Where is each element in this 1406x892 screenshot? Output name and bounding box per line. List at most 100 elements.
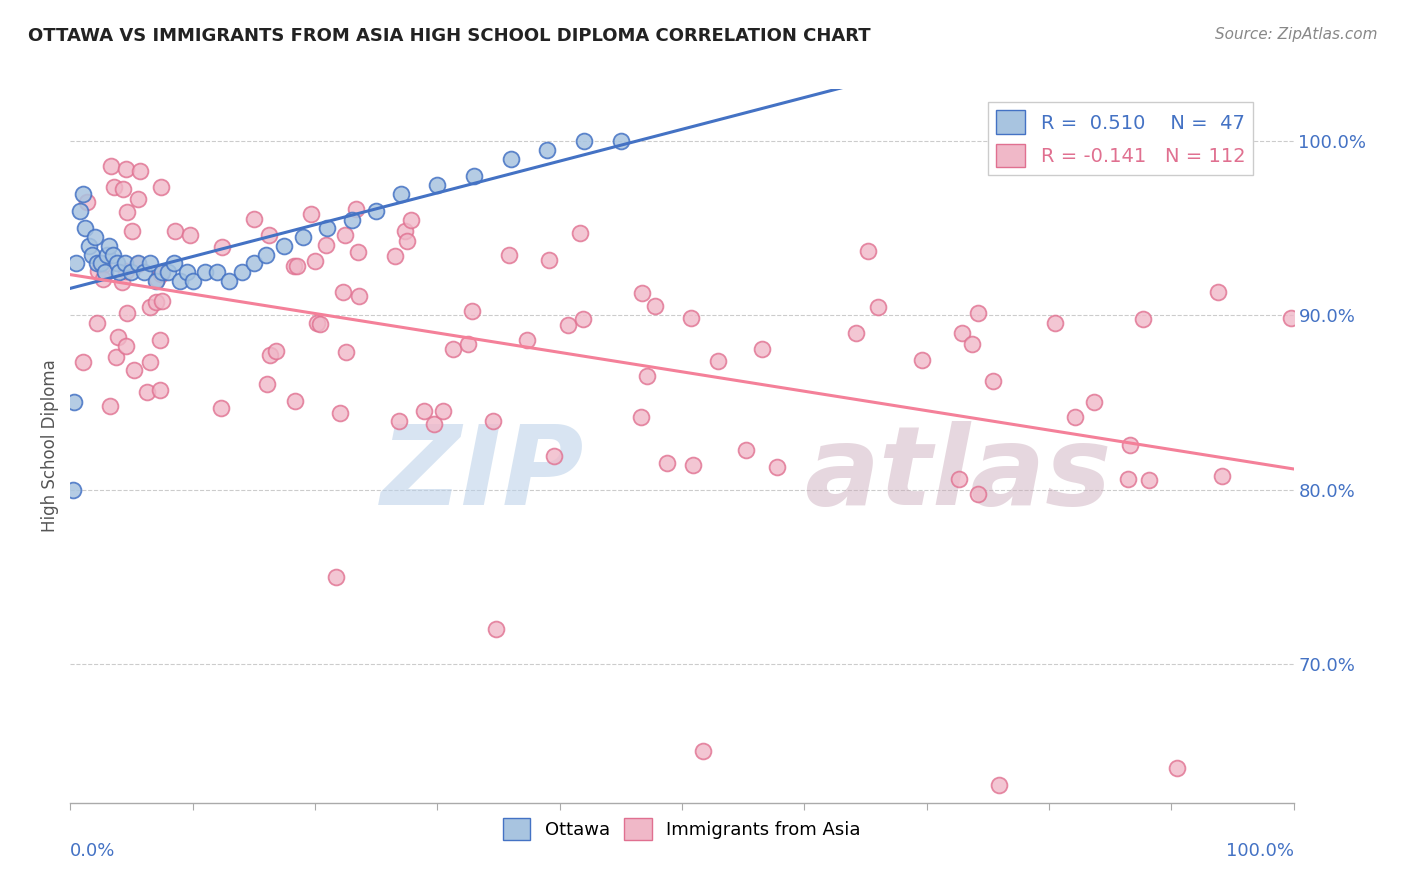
Point bbox=[121, 265, 143, 279]
Point bbox=[735, 442, 758, 457]
Point bbox=[115, 264, 138, 278]
Point bbox=[340, 212, 363, 227]
Point bbox=[384, 249, 406, 263]
Point bbox=[98, 400, 121, 414]
Point bbox=[127, 192, 149, 206]
Point bbox=[146, 272, 169, 286]
Point bbox=[101, 247, 124, 261]
Text: Source: ZipAtlas.com: Source: ZipAtlas.com bbox=[1215, 27, 1378, 42]
Point bbox=[96, 247, 118, 261]
Point bbox=[136, 384, 159, 399]
Point bbox=[100, 159, 122, 173]
Point bbox=[150, 265, 173, 279]
Point bbox=[132, 265, 155, 279]
Point bbox=[962, 337, 984, 351]
Point bbox=[1064, 409, 1087, 424]
Point bbox=[291, 230, 314, 244]
Text: 100.0%: 100.0% bbox=[1226, 842, 1294, 860]
Point bbox=[90, 256, 112, 270]
Point bbox=[441, 342, 464, 356]
Point bbox=[179, 228, 201, 243]
Point bbox=[72, 186, 94, 201]
Point bbox=[114, 256, 136, 270]
Point bbox=[572, 135, 595, 149]
Text: atlas: atlas bbox=[804, 421, 1112, 528]
Point bbox=[630, 285, 652, 300]
Point bbox=[256, 377, 278, 392]
Point bbox=[432, 404, 454, 418]
Point bbox=[304, 253, 326, 268]
Point bbox=[426, 178, 449, 192]
Point bbox=[1208, 285, 1230, 300]
Point bbox=[115, 339, 138, 353]
Point bbox=[108, 265, 131, 279]
Point bbox=[657, 456, 679, 470]
Point bbox=[307, 316, 329, 330]
Point bbox=[636, 368, 658, 383]
Point bbox=[516, 334, 538, 348]
Point bbox=[644, 299, 666, 313]
Point bbox=[682, 458, 704, 473]
Point bbox=[149, 383, 172, 397]
Point bbox=[111, 275, 134, 289]
Point bbox=[751, 342, 773, 356]
Point bbox=[218, 274, 240, 288]
Point bbox=[499, 152, 522, 166]
Point bbox=[150, 267, 173, 281]
Point bbox=[86, 256, 108, 270]
Point bbox=[1279, 311, 1302, 326]
Legend: Ottawa, Immigrants from Asia: Ottawa, Immigrants from Asia bbox=[496, 811, 868, 847]
Point bbox=[543, 449, 565, 463]
Point bbox=[122, 363, 145, 377]
Point bbox=[858, 244, 880, 258]
Point bbox=[284, 393, 307, 408]
Point bbox=[461, 304, 484, 318]
Point bbox=[389, 186, 412, 201]
Point bbox=[243, 256, 266, 270]
Point bbox=[399, 212, 422, 227]
Point bbox=[73, 221, 96, 235]
Point bbox=[394, 224, 416, 238]
Point bbox=[103, 179, 125, 194]
Point bbox=[868, 300, 890, 314]
Point bbox=[484, 622, 506, 636]
Point bbox=[845, 326, 868, 340]
Point bbox=[211, 240, 233, 254]
Point bbox=[165, 224, 187, 238]
Point bbox=[315, 238, 337, 252]
Point bbox=[344, 202, 367, 216]
Point bbox=[86, 264, 108, 278]
Point bbox=[194, 265, 217, 279]
Point bbox=[76, 195, 98, 210]
Point bbox=[209, 401, 232, 415]
Point bbox=[299, 206, 322, 220]
Point bbox=[176, 265, 198, 279]
Point bbox=[966, 487, 988, 501]
Point bbox=[572, 312, 595, 326]
Point bbox=[692, 743, 714, 757]
Point bbox=[1132, 311, 1154, 326]
Point bbox=[681, 311, 703, 326]
Point bbox=[139, 355, 162, 369]
Point bbox=[366, 204, 388, 219]
Point bbox=[388, 414, 411, 428]
Point bbox=[316, 221, 339, 235]
Point bbox=[706, 354, 728, 368]
Point bbox=[1211, 469, 1233, 483]
Point bbox=[610, 135, 633, 149]
Point bbox=[127, 256, 149, 270]
Point bbox=[422, 417, 444, 431]
Point bbox=[981, 374, 1004, 388]
Point bbox=[231, 265, 253, 279]
Point bbox=[254, 247, 277, 261]
Point bbox=[111, 182, 134, 196]
Point bbox=[285, 260, 308, 274]
Point bbox=[62, 483, 84, 497]
Point bbox=[243, 211, 266, 226]
Point bbox=[1137, 473, 1160, 487]
Point bbox=[329, 405, 352, 419]
Point bbox=[266, 344, 288, 359]
Point bbox=[498, 247, 520, 261]
Point bbox=[127, 257, 149, 271]
Point bbox=[346, 245, 368, 260]
